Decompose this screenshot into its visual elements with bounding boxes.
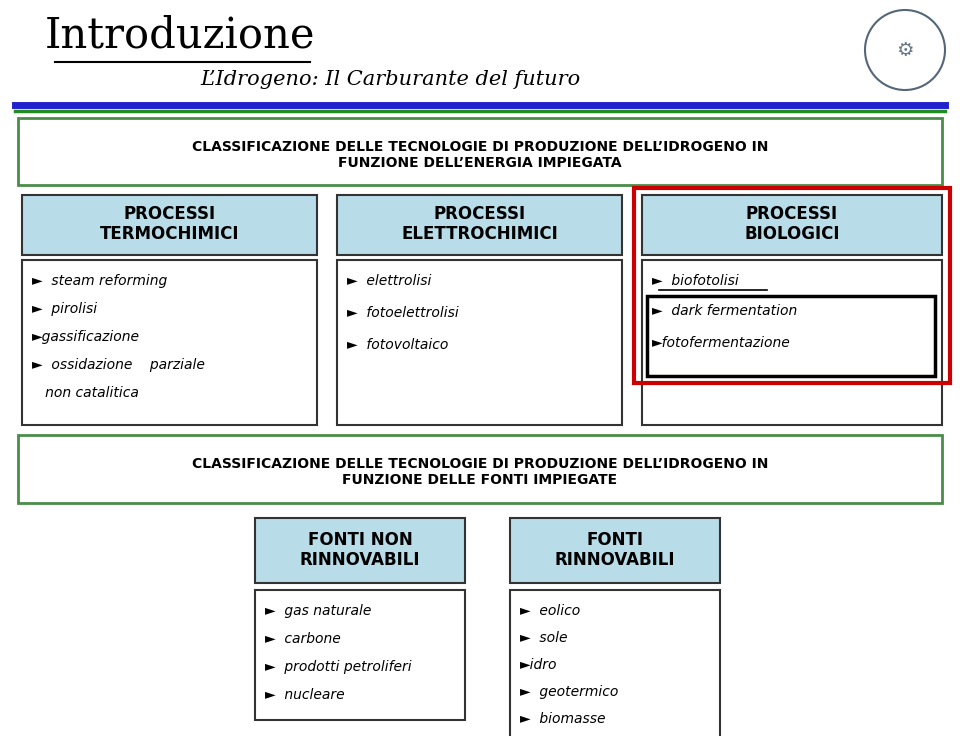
- Bar: [22, 260, 317, 425]
- Bar: [18, 435, 942, 503]
- Text: FONTI NON
RINNOVABILI: FONTI NON RINNOVABILI: [300, 531, 420, 570]
- Text: ►idro: ►idro: [520, 658, 558, 672]
- Text: ►  dark fermentation: ► dark fermentation: [652, 304, 797, 318]
- Bar: [255, 518, 465, 583]
- Text: L’Idrogeno: Il Carburante del futuro: L’Idrogeno: Il Carburante del futuro: [200, 70, 580, 89]
- Text: ►  ossidazione    parziale: ► ossidazione parziale: [32, 358, 204, 372]
- Bar: [634, 188, 950, 383]
- Text: ►  pirolisi: ► pirolisi: [32, 302, 97, 316]
- Bar: [337, 260, 622, 425]
- Bar: [510, 590, 720, 736]
- Text: ►  carbone: ► carbone: [265, 632, 341, 646]
- Text: ►  geotermico: ► geotermico: [520, 685, 618, 699]
- Text: Introduzione: Introduzione: [45, 15, 315, 57]
- Text: CLASSIFICAZIONE DELLE TECNOLOGIE DI PRODUZIONE DELL’IDROGENO IN: CLASSIFICAZIONE DELLE TECNOLOGIE DI PROD…: [192, 140, 768, 154]
- Text: ►  biomasse: ► biomasse: [520, 712, 606, 726]
- Text: CLASSIFICAZIONE DELLE TECNOLOGIE DI PRODUZIONE DELL’IDROGENO IN: CLASSIFICAZIONE DELLE TECNOLOGIE DI PROD…: [192, 457, 768, 471]
- Text: ►gassificazione: ►gassificazione: [32, 330, 140, 344]
- Text: ►  gas naturale: ► gas naturale: [265, 604, 372, 618]
- Bar: [647, 296, 935, 376]
- Bar: [18, 118, 942, 185]
- Text: ►  biofotolisi: ► biofotolisi: [652, 274, 739, 288]
- Text: ►  elettrolisi: ► elettrolisi: [347, 274, 431, 288]
- Bar: [22, 195, 317, 255]
- Bar: [510, 518, 720, 583]
- Bar: [642, 195, 942, 255]
- Text: ►fotofermentazione: ►fotofermentazione: [652, 336, 791, 350]
- Text: ►  eolico: ► eolico: [520, 604, 580, 618]
- Text: ⚙: ⚙: [897, 40, 914, 60]
- Bar: [255, 590, 465, 720]
- Text: ►  steam reforming: ► steam reforming: [32, 274, 167, 288]
- Text: FUNZIONE DELL’ENERGIA IMPIEGATA: FUNZIONE DELL’ENERGIA IMPIEGATA: [338, 156, 622, 170]
- Bar: [642, 260, 942, 425]
- Text: PROCESSI
BIOLOGICI: PROCESSI BIOLOGICI: [744, 205, 840, 244]
- Text: ►  fotovoltaico: ► fotovoltaico: [347, 338, 448, 352]
- Text: PROCESSI
ELETTROCHIMICI: PROCESSI ELETTROCHIMICI: [401, 205, 558, 244]
- Text: FONTI
RINNOVABILI: FONTI RINNOVABILI: [555, 531, 675, 570]
- Text: non catalitica: non catalitica: [32, 386, 139, 400]
- Text: PROCESSI
TERMOCHIMICI: PROCESSI TERMOCHIMICI: [100, 205, 239, 244]
- Text: FUNZIONE DELLE FONTI IMPIEGATE: FUNZIONE DELLE FONTI IMPIEGATE: [343, 473, 617, 487]
- Bar: [337, 195, 622, 255]
- Text: ►  sole: ► sole: [520, 631, 567, 645]
- Text: ►  nucleare: ► nucleare: [265, 688, 345, 702]
- Text: ►  fotoelettrolisi: ► fotoelettrolisi: [347, 306, 459, 320]
- Text: ►  prodotti petroliferi: ► prodotti petroliferi: [265, 660, 412, 674]
